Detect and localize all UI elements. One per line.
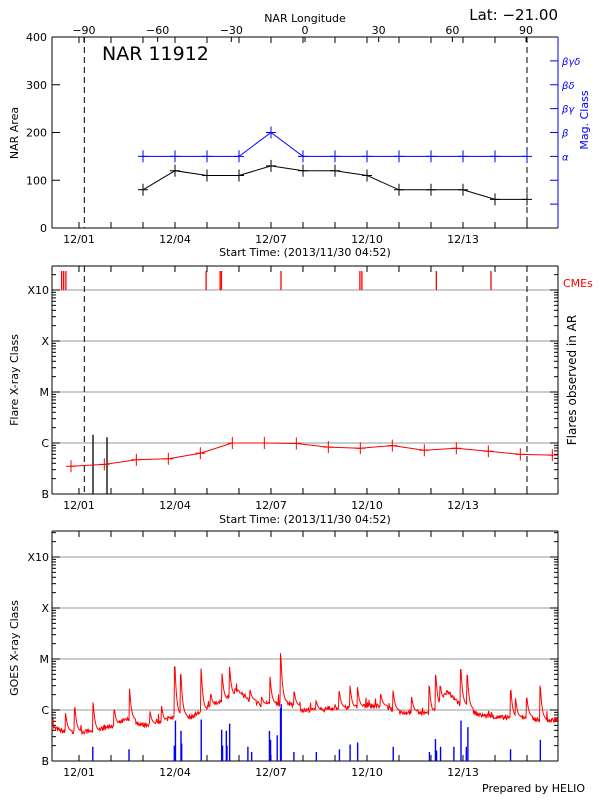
nar-y-tick-label: 300 bbox=[26, 79, 47, 92]
flare-background-point bbox=[419, 444, 430, 457]
goes-panel-x-tick-label: 12/04 bbox=[159, 766, 191, 779]
flare-background-line bbox=[70, 442, 553, 467]
goes-panel-y-tick-label: X bbox=[41, 602, 49, 615]
flares-observed-ylabel: Flares observed in AR bbox=[565, 315, 579, 445]
nar-y-tick-label: 200 bbox=[26, 127, 47, 140]
flare-background-point bbox=[451, 442, 462, 455]
mag-class-point bbox=[138, 150, 148, 163]
nar-y-tick-label: 100 bbox=[26, 174, 47, 187]
nar-y-tick-label: 0 bbox=[40, 222, 47, 235]
flare-background-point bbox=[483, 445, 494, 458]
goes-class-ylabel: GOES X-ray Class bbox=[8, 600, 21, 696]
flare-panel-y-tick-label: X bbox=[41, 335, 49, 348]
flare-background-point bbox=[355, 442, 366, 455]
nar-x-tick-label: 12/01 bbox=[63, 233, 95, 246]
flare-background-point bbox=[291, 437, 302, 450]
flare-background-point bbox=[387, 439, 398, 452]
goes-panel-y-tick-label: C bbox=[41, 704, 49, 717]
longitude-tick-label: 30 bbox=[372, 24, 386, 37]
flare-panel-y-tick-label: C bbox=[41, 437, 49, 450]
flare-panel-x-tick-label: 12/07 bbox=[255, 499, 287, 512]
nar-area-point bbox=[266, 159, 276, 172]
nar-area-point bbox=[394, 183, 404, 196]
flare-class-ylabel: Flare X-ray Class bbox=[8, 334, 21, 426]
flare-panel-y-tick-label: M bbox=[40, 386, 50, 399]
flare-background-point bbox=[515, 448, 526, 461]
longitude-tick-label: 90 bbox=[519, 24, 533, 37]
cmes-label: CMEs bbox=[563, 277, 593, 290]
nar-x-tick-label: 12/10 bbox=[351, 233, 383, 246]
mag-class-point bbox=[522, 150, 532, 163]
mag-class-tick-label: βγδ bbox=[561, 57, 580, 68]
nar-area-point bbox=[362, 169, 372, 182]
flare-background-point bbox=[163, 452, 174, 465]
goes-panel-x-tick-label: 12/01 bbox=[63, 766, 95, 779]
flare-background-point bbox=[131, 453, 142, 466]
nar-y-tick-label: 400 bbox=[26, 31, 47, 44]
nar-area-point bbox=[170, 164, 180, 177]
flare-background-point bbox=[227, 437, 238, 449]
nar-area-ylabel: NAR Area bbox=[8, 107, 21, 159]
mag-class-point bbox=[394, 150, 404, 163]
nar-x-tick-label: 12/13 bbox=[447, 233, 479, 246]
nar-longitude-label: NAR Longitude bbox=[264, 12, 346, 25]
mag-class-point bbox=[426, 150, 436, 163]
mag-class-point bbox=[458, 150, 468, 163]
goes-panel-y-tick-label: X10 bbox=[27, 551, 49, 564]
nar-area-point bbox=[202, 169, 212, 182]
longitude-tick-label: 60 bbox=[445, 24, 459, 37]
mag-class-tick-label: βδ bbox=[561, 81, 575, 92]
middle-xlabel: Start Time: (2013/11/30 04:52) bbox=[219, 513, 391, 526]
goes-panel-y-tick-label: M bbox=[40, 653, 50, 666]
nar-area-point bbox=[298, 164, 308, 177]
mag-class-point bbox=[202, 150, 212, 163]
flare-panel-x-tick-label: 12/13 bbox=[447, 499, 479, 512]
mag-class-point bbox=[266, 126, 276, 139]
longitude-tick-label: −30 bbox=[220, 24, 243, 37]
nar-area-point bbox=[522, 193, 532, 206]
flare-background-point bbox=[195, 447, 206, 460]
nar-area-point bbox=[138, 183, 148, 196]
mag-class-point bbox=[170, 150, 180, 163]
flare-panel-y-tick-label: B bbox=[41, 488, 49, 501]
nar-title: NAR 11912 bbox=[102, 43, 209, 65]
goes-flux-line bbox=[51, 653, 559, 736]
flare-panel-x-tick-label: 12/01 bbox=[63, 499, 95, 512]
mag-class-point bbox=[298, 150, 308, 163]
flare-panel-y-tick-label: X10 bbox=[27, 284, 49, 297]
nar-area-point bbox=[330, 164, 340, 177]
mag-class-point bbox=[234, 150, 244, 163]
goes-panel-y-tick-label: B bbox=[41, 755, 49, 768]
goes-panel-x-tick-label: 12/07 bbox=[255, 766, 287, 779]
nar-area-point bbox=[458, 183, 468, 196]
mag-class-point bbox=[330, 150, 340, 163]
goes-panel-x-tick-label: 12/10 bbox=[351, 766, 383, 779]
flare-background-point bbox=[547, 449, 558, 462]
mag-class-point bbox=[362, 150, 372, 163]
nar-x-tick-label: 12/04 bbox=[159, 233, 191, 246]
longitude-tick-label: 0 bbox=[302, 24, 309, 37]
nar-area-point bbox=[234, 169, 244, 182]
mag-class-point bbox=[490, 150, 500, 163]
longitude-tick-label: −60 bbox=[146, 24, 169, 37]
latitude-readout: Lat: −21.00 bbox=[469, 6, 558, 24]
nar-area-point bbox=[426, 183, 436, 196]
flare-background-point bbox=[259, 437, 270, 449]
flare-panel-x-tick-label: 12/04 bbox=[159, 499, 191, 512]
top-xlabel: Start Time: (2013/11/30 04:52) bbox=[219, 246, 391, 259]
mag-class-ylabel: Mag. Class bbox=[578, 90, 591, 149]
mag-class-tick-label: β bbox=[561, 129, 569, 140]
flare-background-point bbox=[99, 458, 110, 471]
flare-background-point bbox=[66, 460, 76, 473]
mag-class-tick-label: βγ bbox=[561, 105, 575, 116]
flare-panel-x-tick-label: 12/10 bbox=[351, 499, 383, 512]
goes-panel-x-tick-label: 12/13 bbox=[447, 766, 479, 779]
mag-class-tick-label: α bbox=[562, 152, 569, 163]
nar-x-tick-label: 12/07 bbox=[255, 233, 287, 246]
nar-area-point bbox=[490, 193, 500, 206]
flare-background-point bbox=[323, 441, 334, 454]
prepared-by-footer: Prepared by HELIO bbox=[482, 782, 585, 795]
longitude-tick-label: −90 bbox=[72, 24, 95, 37]
